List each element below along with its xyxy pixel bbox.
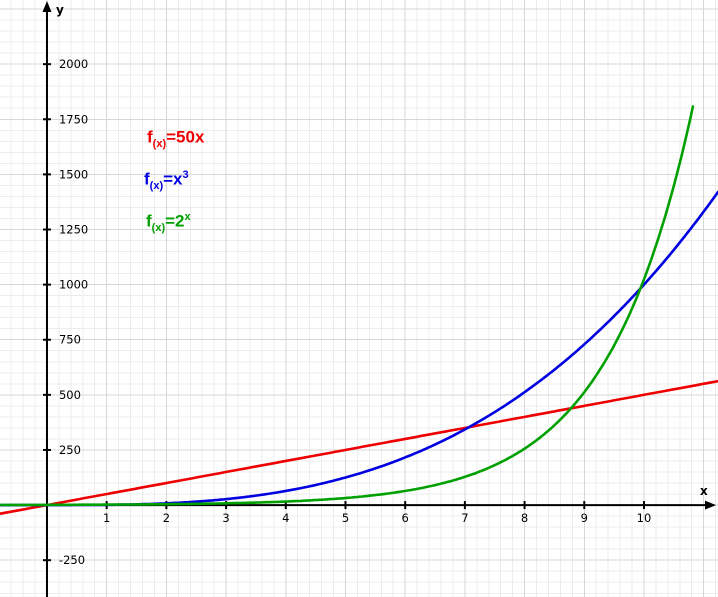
y-tick-label: 500 bbox=[59, 388, 81, 402]
x-tick-label: 3 bbox=[222, 511, 229, 525]
function-curves bbox=[0, 105, 718, 516]
y-tick-label: 1500 bbox=[59, 167, 88, 181]
x-tick-label: 8 bbox=[521, 511, 528, 525]
legend-f2x-superscript: x bbox=[184, 211, 191, 223]
y-axis-arrow-icon bbox=[42, 1, 52, 12]
x-tick-label: 10 bbox=[637, 511, 652, 525]
legend-f50x-subscript: (x) bbox=[152, 138, 167, 151]
curve-x^3 bbox=[0, 190, 718, 507]
x-tick-label: 5 bbox=[342, 511, 349, 525]
y-tick-label: 750 bbox=[59, 333, 81, 347]
x-tick-label: 2 bbox=[163, 511, 170, 525]
x-tick-label: 7 bbox=[461, 511, 468, 525]
legend-fx3-subscript: (x) bbox=[149, 180, 164, 193]
legend-f2x: f(x)=2x bbox=[146, 212, 191, 234]
y-tick-label: 250 bbox=[59, 443, 81, 457]
legend-fx3-body: =x bbox=[163, 169, 183, 189]
y-tick-label: -250 bbox=[59, 553, 85, 567]
legend-f2x-prefix: f bbox=[146, 211, 152, 231]
x-tick-label: 9 bbox=[581, 511, 588, 525]
x-tick-label: 4 bbox=[282, 511, 289, 525]
legend-fx3: f(x)=x3 bbox=[144, 170, 189, 192]
x-tick-label: 1 bbox=[103, 511, 110, 525]
y-tick-label: 1750 bbox=[59, 112, 88, 126]
legend-f50x-body: =50x bbox=[166, 127, 205, 147]
legend-f2x-body: =2 bbox=[165, 211, 185, 231]
legend-fx3-superscript: 3 bbox=[182, 169, 189, 181]
curve-50x bbox=[0, 379, 718, 516]
y-tick-label: 2000 bbox=[59, 57, 88, 71]
legend-f2x-subscript: (x) bbox=[151, 222, 166, 235]
x-axis-arrow-icon bbox=[705, 500, 716, 510]
x-tick-label: 6 bbox=[402, 511, 409, 525]
tick-labels: 1 2 3 4 5 6 7 8 9 10 2000 1750 1500 1250 1000 750 500 250… bbox=[56, 3, 708, 567]
legend-f50x: f(x)=50x bbox=[147, 128, 204, 150]
x-axis-label: x bbox=[700, 484, 708, 498]
y-tick-label: 1250 bbox=[59, 222, 88, 236]
legend-f50x-prefix: f bbox=[147, 127, 153, 147]
legend-fx3-prefix: f bbox=[144, 169, 150, 189]
y-axis-label: y bbox=[56, 3, 64, 17]
curve-2^x bbox=[0, 105, 695, 507]
y-tick-label: 1000 bbox=[59, 278, 88, 292]
